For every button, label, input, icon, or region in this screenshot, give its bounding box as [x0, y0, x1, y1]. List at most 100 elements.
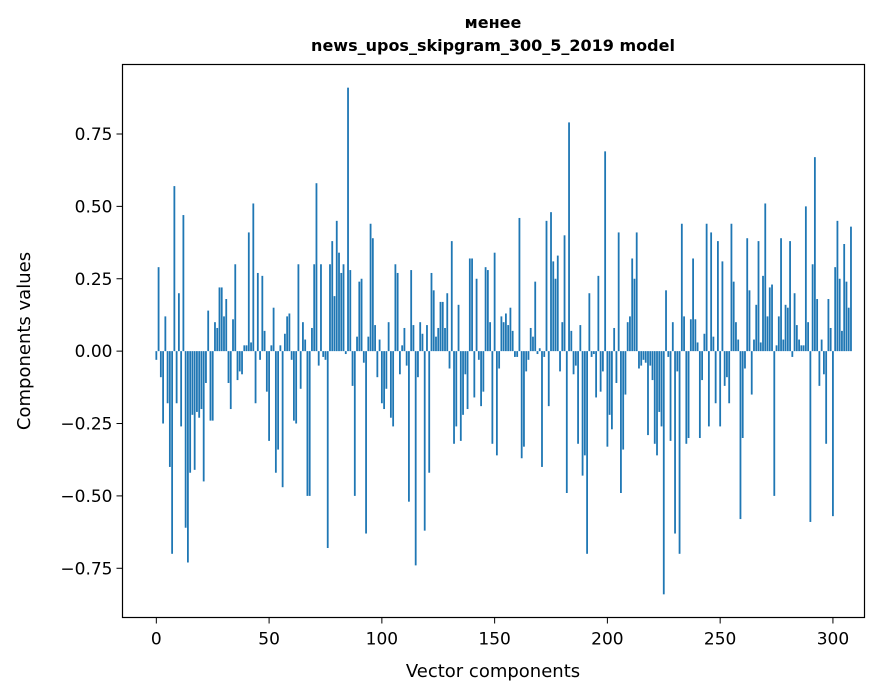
bar-157 [509, 307, 512, 352]
bar-263 [748, 290, 751, 352]
bar-294 [818, 351, 821, 386]
bar-245 [707, 351, 710, 427]
bar-75 [324, 351, 327, 360]
bar-113 [410, 270, 413, 352]
bar-25 [211, 351, 214, 421]
x-tick-label: 250 [704, 630, 736, 650]
bar-147 [486, 270, 489, 352]
chart-title-line-1: менее [465, 13, 522, 32]
bar-242 [701, 351, 704, 381]
bar-281 [789, 241, 791, 352]
bar-31 [225, 299, 228, 352]
bar-8 [173, 186, 176, 352]
bar-1 [157, 267, 160, 352]
bar-179 [559, 351, 561, 372]
bar-254 [728, 351, 731, 404]
bar-146 [484, 267, 487, 352]
bar-273 [771, 284, 773, 352]
bar-122 [430, 272, 433, 352]
bar-35 [234, 264, 237, 352]
bar-23 [207, 310, 210, 352]
bar-174 [547, 351, 550, 407]
bar-27 [216, 327, 219, 352]
bar-57 [283, 333, 286, 352]
x-tick-label: 300 [817, 630, 849, 650]
bar-92 [362, 351, 365, 363]
bar-55 [279, 345, 282, 352]
bar-252 [723, 351, 726, 386]
bar-77 [329, 264, 331, 352]
bar-255 [730, 223, 733, 352]
bar-268 [759, 342, 762, 352]
bar-246 [710, 232, 713, 352]
bar-307 [847, 307, 850, 352]
bar-283 [793, 293, 796, 352]
bar-192 [588, 293, 591, 352]
bar-189 [581, 351, 584, 476]
bar-50 [268, 351, 270, 441]
bar-33 [229, 351, 232, 410]
bar-138 [466, 351, 469, 410]
bar-212 [633, 278, 636, 352]
x-tick-label: 100 [366, 630, 398, 650]
bar-82 [340, 272, 343, 352]
bar-161 [518, 217, 521, 352]
bar-99 [378, 339, 381, 352]
bar-219 [649, 351, 652, 366]
bar-256 [732, 281, 735, 352]
y-axis-ticks: −0.75 −0.50 −0.25 0.00 0.25 0.50 0.75 [60, 125, 123, 579]
bar-229 [671, 322, 674, 352]
bar-291 [811, 264, 814, 352]
bar-49 [265, 351, 268, 392]
bar-213 [635, 232, 638, 352]
bar-24 [209, 351, 212, 421]
bar-172 [543, 351, 546, 357]
bar-186 [574, 351, 577, 366]
bar-47 [261, 275, 264, 352]
bar-265 [753, 339, 755, 352]
plot-frame [121, 63, 866, 619]
bar-143 [477, 351, 480, 360]
bar-181 [563, 235, 566, 352]
bar-253 [726, 351, 728, 378]
bar-203 [613, 327, 616, 352]
bar-48 [263, 330, 266, 352]
bar-200 [606, 351, 609, 447]
bar-175 [550, 212, 552, 352]
bar-81 [338, 252, 340, 352]
bar-249 [717, 241, 719, 352]
bar-20 [200, 351, 203, 410]
bar-217 [644, 351, 647, 363]
bar-64 [299, 351, 302, 389]
bar-258 [737, 339, 740, 352]
x-axis-label: Vector components [406, 661, 580, 682]
bar-87 [351, 351, 354, 386]
bar-136 [462, 351, 464, 415]
x-tick-label: 50 [258, 630, 280, 650]
bar-15 [189, 351, 192, 473]
bar-142 [475, 278, 478, 352]
bar-151 [495, 351, 498, 456]
bar-267 [757, 241, 760, 352]
bar-3 [162, 351, 164, 424]
y-tick-label: −0.25 [60, 415, 112, 435]
bar-42 [250, 342, 252, 352]
bar-30 [223, 316, 225, 352]
bar-295 [820, 339, 823, 352]
bar-150 [493, 252, 496, 352]
bar-2 [159, 351, 162, 378]
bar-183 [568, 122, 570, 352]
bar-108 [399, 351, 401, 375]
bar-72 [317, 351, 320, 366]
bar-119 [423, 351, 426, 531]
bar-276 [777, 316, 780, 352]
bar-70 [313, 264, 316, 352]
bar-134 [457, 304, 460, 352]
bar-155 [505, 313, 507, 352]
bar-271 [766, 316, 769, 352]
bar-210 [629, 316, 631, 352]
bar-215 [640, 351, 643, 366]
bar-292 [813, 157, 816, 352]
bar-206 [620, 351, 622, 493]
bar-66 [304, 339, 307, 352]
